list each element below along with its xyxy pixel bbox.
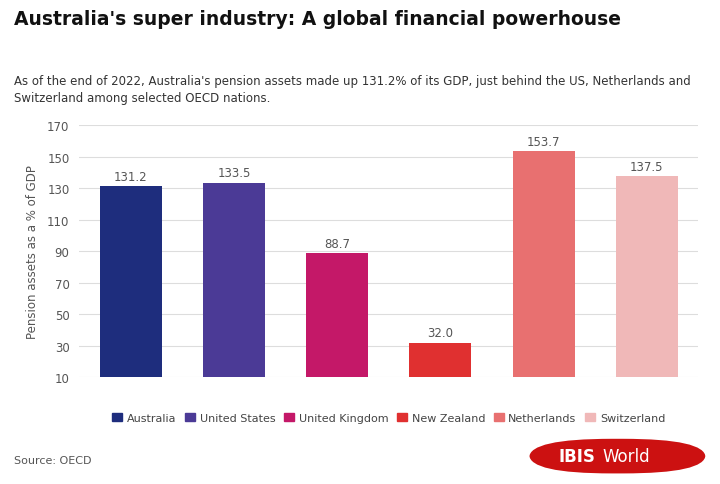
Bar: [513, 151, 575, 378]
Text: 88.7: 88.7: [324, 238, 350, 251]
Bar: [203, 183, 265, 378]
Text: Source: OECD: Source: OECD: [14, 454, 92, 465]
Bar: [410, 343, 472, 378]
Bar: [616, 177, 678, 378]
Bar: [100, 187, 162, 378]
Text: 137.5: 137.5: [630, 161, 664, 174]
Text: World: World: [603, 447, 650, 465]
Text: As of the end of 2022, Australia's pension assets made up 131.2% of its GDP, jus: As of the end of 2022, Australia's pensi…: [14, 75, 691, 105]
Text: 153.7: 153.7: [527, 136, 560, 148]
Text: IBIS: IBIS: [559, 447, 595, 465]
Legend: Australia, United States, United Kingdom, New Zealand, Netherlands, Switzerland: Australia, United States, United Kingdom…: [108, 408, 670, 427]
Bar: [306, 254, 368, 378]
FancyBboxPatch shape: [529, 439, 706, 473]
Text: 32.0: 32.0: [428, 327, 454, 340]
Text: Australia's super industry: A global financial powerhouse: Australia's super industry: A global fin…: [14, 10, 621, 29]
Y-axis label: Pension assets as a % of GDP: Pension assets as a % of GDP: [26, 165, 39, 338]
Text: 131.2: 131.2: [114, 171, 148, 184]
Text: 133.5: 133.5: [217, 167, 251, 180]
